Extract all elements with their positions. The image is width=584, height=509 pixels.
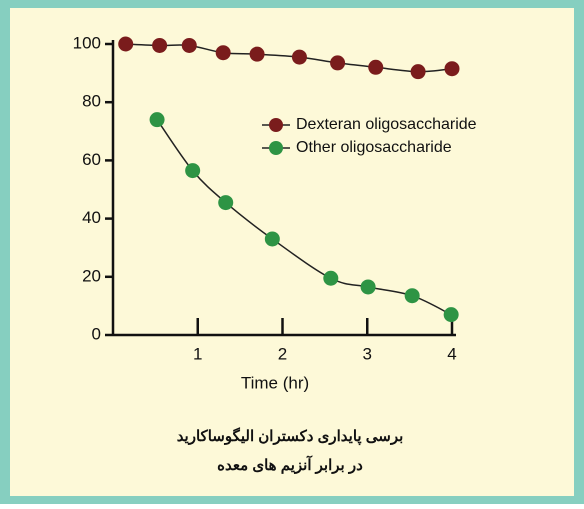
data-point: [330, 55, 346, 71]
data-point: [443, 307, 459, 323]
x-tick-label: 1: [193, 344, 202, 363]
x-tick-label: 4: [447, 344, 456, 363]
data-point: [181, 37, 197, 53]
data-point: [249, 46, 265, 62]
x-axis-label: Time (hr): [241, 373, 309, 392]
y-tick-label: 40: [82, 208, 101, 227]
panel: [10, 8, 574, 496]
y-tick-label: 0: [92, 324, 101, 343]
data-point: [360, 279, 376, 295]
y-tick-label: 100: [73, 33, 101, 52]
legend-marker: [269, 118, 283, 132]
data-point: [410, 64, 426, 80]
data-point: [264, 231, 280, 247]
data-point: [215, 45, 231, 61]
legend-label: Other oligosaccharide: [296, 139, 452, 156]
y-tick-label: 80: [82, 92, 101, 111]
legend-label: Dexteran oligosaccharide: [296, 116, 477, 133]
data-point: [368, 59, 384, 75]
caption-line: در برابر آنزیم های معده: [217, 455, 363, 474]
y-tick-label: 20: [82, 266, 101, 285]
series-line: [125, 43, 453, 73]
data-point: [149, 112, 165, 128]
data-point: [218, 195, 234, 211]
data-point: [291, 49, 307, 65]
legend-marker: [269, 141, 283, 155]
x-tick-label: 3: [363, 344, 372, 363]
y-tick-label: 60: [82, 150, 101, 169]
caption-line: برسی پایداری دکستران الیگوساکارید: [177, 427, 404, 446]
data-point: [185, 163, 201, 179]
data-point: [152, 37, 168, 53]
x-tick-label: 2: [278, 344, 287, 363]
data-point: [404, 288, 420, 304]
data-point: [444, 61, 460, 77]
data-point: [323, 270, 339, 286]
data-point: [118, 36, 134, 52]
